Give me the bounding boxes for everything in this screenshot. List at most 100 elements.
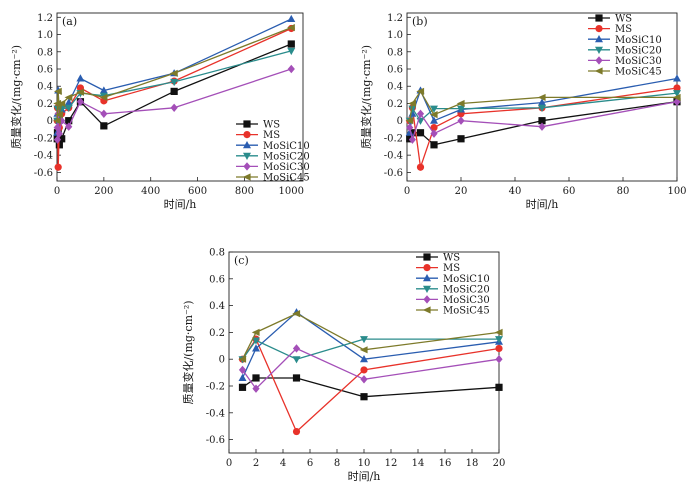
x-tick-label: 2 bbox=[253, 458, 259, 469]
x-axis-label: 时间/h bbox=[526, 198, 559, 211]
data-point-WS bbox=[292, 374, 301, 382]
data-point-MoSiC20 bbox=[457, 105, 465, 113]
y-tick-label: 1.0 bbox=[387, 30, 403, 41]
y-tick-label: -0.6 bbox=[206, 435, 225, 446]
data-point-MoSiC20 bbox=[430, 105, 438, 113]
legend-marker-MS bbox=[423, 264, 431, 272]
legend-label-WS: WS bbox=[615, 14, 632, 25]
legend-label-MoSiC45: MoSiC45 bbox=[443, 306, 490, 317]
data-point-MoSiC10 bbox=[238, 373, 247, 381]
data-point-WS bbox=[495, 383, 503, 391]
data-point-WS bbox=[170, 87, 178, 95]
data-point-MS bbox=[360, 366, 368, 374]
legend-marker-WS bbox=[595, 14, 603, 22]
data-point-MS bbox=[54, 163, 62, 171]
y-tick-label: 0.8 bbox=[387, 47, 403, 58]
data-point-MoSiC20 bbox=[57, 105, 66, 113]
y-tick-label: 1.2 bbox=[387, 13, 403, 24]
data-point-MoSiC30 bbox=[495, 355, 503, 364]
y-tick-label: 0 bbox=[47, 116, 53, 127]
data-point-MoSiC30 bbox=[58, 116, 66, 125]
data-point-MoSiC30 bbox=[430, 129, 438, 138]
x-tick-label: 18 bbox=[466, 458, 479, 469]
y-tick-label: -0.4 bbox=[206, 408, 225, 419]
x-tick-label: 0 bbox=[54, 186, 60, 197]
y-tick-label: 1.0 bbox=[37, 30, 53, 41]
x-tick-label: 20 bbox=[455, 186, 468, 197]
y-tick-label: 0.8 bbox=[209, 248, 225, 259]
data-point-MoSiC10 bbox=[287, 14, 296, 23]
y-tick-label: -0.4 bbox=[384, 151, 403, 162]
data-point-MoSiC10 bbox=[99, 86, 108, 94]
data-point-MS bbox=[430, 123, 438, 132]
data-point-MoSiC45 bbox=[416, 87, 425, 95]
chart-panel-1: 0 200 400 600 800 1000 -0.6 -0.4 -0.2 0 0.2 0.4 0.6 0… bbox=[9, 12, 310, 211]
data-point-MoSiC10 bbox=[360, 355, 368, 363]
data-point-MoSiC30 bbox=[53, 123, 61, 132]
y-tick-label: 0.8 bbox=[37, 47, 53, 58]
data-point-MoSiC45 bbox=[405, 117, 414, 125]
chart-panel-2: 0 20 40 60 80 100 -0.6 -0.4 -0.2 0 0.2 0.4 0.6 0.8 1.0… bbox=[359, 12, 687, 211]
data-point-WS bbox=[65, 117, 73, 125]
data-point-WS bbox=[287, 40, 295, 48]
legend-label-MS: MS bbox=[615, 24, 632, 35]
data-point-MoSiC45 bbox=[456, 99, 465, 108]
y-tick-label: 0.4 bbox=[37, 82, 53, 93]
y-tick-label: -0.2 bbox=[34, 133, 53, 144]
legend-label-MoSiC10: MoSiC10 bbox=[263, 141, 310, 152]
data-point-MoSiC10 bbox=[673, 74, 681, 82]
data-point-MoSiC45 bbox=[53, 87, 62, 95]
y-tick-label: 0.6 bbox=[387, 65, 403, 76]
legend-label-WS: WS bbox=[443, 253, 460, 264]
data-point-WS bbox=[252, 374, 260, 382]
data-point-MoSiC45 bbox=[408, 99, 416, 108]
x-tick-label: 100 bbox=[667, 186, 686, 197]
data-point-MoSiC45 bbox=[494, 328, 503, 336]
legend-label-MoSiC45: MoSiC45 bbox=[615, 67, 662, 78]
x-tick-label: 20 bbox=[493, 458, 506, 469]
series-line-MS bbox=[56, 27, 292, 168]
legend-marker-MoSiC20 bbox=[243, 152, 251, 160]
y-tick-label: 0.6 bbox=[37, 65, 53, 76]
data-point-MoSiC30 bbox=[170, 103, 178, 112]
data-point-MoSiC20 bbox=[408, 105, 417, 113]
data-point-MoSiC10 bbox=[252, 344, 260, 352]
y-axis-label: 质量变化/(mg·cm⁻²) bbox=[359, 45, 373, 149]
data-point-MoSiC10 bbox=[538, 98, 546, 106]
data-point-MoSiC45 bbox=[53, 117, 61, 125]
data-point-MoSiC20 bbox=[64, 104, 73, 112]
y-tick-label: -0.4 bbox=[34, 151, 53, 162]
data-point-WS bbox=[538, 117, 546, 125]
data-point-MoSiC30 bbox=[287, 64, 295, 74]
data-point-MoSiC10 bbox=[430, 116, 438, 124]
x-tick-label: 16 bbox=[439, 458, 452, 469]
y-axis-label: 质量变化/(mg·cm⁻²) bbox=[181, 300, 195, 404]
legend-marker-MoSiC30 bbox=[423, 295, 431, 304]
x-tick-label: 0 bbox=[226, 458, 232, 469]
x-tick-label: 80 bbox=[617, 186, 630, 197]
data-point-MoSiC45 bbox=[672, 93, 681, 102]
x-tick-label: 400 bbox=[141, 186, 160, 197]
y-axis-label: 质量变化/(mg·cm⁻²) bbox=[9, 45, 23, 149]
data-point-MoSiC45 bbox=[55, 111, 63, 119]
data-point-MoSiC20 bbox=[538, 104, 546, 112]
legend-marker-MoSiC20 bbox=[423, 285, 431, 293]
data-point-MoSiC45 bbox=[251, 328, 260, 336]
x-tick-label: 14 bbox=[412, 458, 425, 469]
y-tick-label: 1.2 bbox=[37, 13, 53, 24]
data-point-MoSiC10 bbox=[76, 74, 85, 82]
data-point-MoSiC30 bbox=[360, 375, 368, 384]
x-tick-label: 4 bbox=[280, 458, 286, 469]
y-tick-label: -0.2 bbox=[206, 382, 225, 393]
legend-label-MoSiC30: MoSiC30 bbox=[615, 56, 662, 67]
x-axis-label: 时间/h bbox=[164, 198, 197, 211]
data-point-MoSiC30 bbox=[252, 384, 260, 393]
data-point-MoSiC30 bbox=[406, 123, 414, 132]
legend-label-MS: MS bbox=[443, 263, 460, 274]
data-point-MoSiC45 bbox=[292, 310, 301, 318]
legend-marker-MS bbox=[595, 25, 603, 33]
legend-label-MoSiC30: MoSiC30 bbox=[443, 295, 490, 306]
